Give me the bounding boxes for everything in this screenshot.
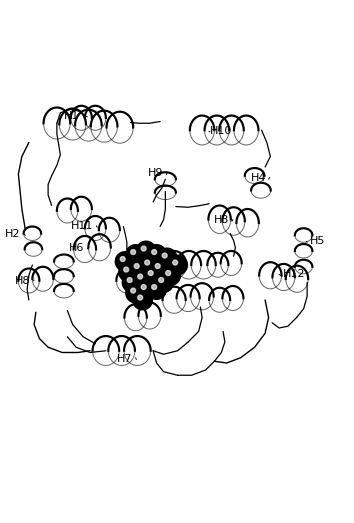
Circle shape: [147, 280, 166, 299]
Text: H3: H3: [214, 214, 229, 224]
Circle shape: [140, 255, 159, 275]
Circle shape: [136, 280, 156, 299]
Circle shape: [147, 245, 166, 264]
Circle shape: [131, 288, 136, 293]
Circle shape: [138, 295, 143, 300]
Circle shape: [120, 257, 125, 262]
Circle shape: [126, 283, 145, 303]
Text: H10: H10: [210, 126, 232, 135]
Text: H11: H11: [70, 221, 93, 231]
Text: H4: H4: [251, 173, 266, 183]
Circle shape: [122, 272, 142, 292]
Circle shape: [168, 255, 187, 275]
Circle shape: [141, 285, 146, 290]
Circle shape: [126, 245, 145, 264]
Circle shape: [143, 266, 163, 286]
Circle shape: [161, 266, 181, 286]
Text: H2: H2: [5, 229, 21, 239]
Text: H1: H1: [64, 111, 79, 121]
Circle shape: [155, 264, 160, 268]
Circle shape: [129, 259, 149, 278]
Circle shape: [145, 260, 150, 265]
Text: H8: H8: [15, 276, 30, 286]
Circle shape: [154, 272, 173, 292]
Circle shape: [152, 285, 156, 290]
Circle shape: [166, 270, 171, 276]
Circle shape: [141, 246, 146, 251]
Circle shape: [136, 241, 156, 261]
Circle shape: [152, 249, 156, 255]
Circle shape: [148, 270, 153, 276]
Circle shape: [119, 262, 138, 282]
Circle shape: [115, 252, 135, 271]
Circle shape: [131, 249, 136, 255]
Circle shape: [157, 248, 177, 268]
Circle shape: [124, 267, 129, 272]
Text: H7: H7: [117, 355, 133, 365]
Circle shape: [133, 269, 153, 289]
Circle shape: [138, 274, 143, 279]
Circle shape: [159, 278, 164, 282]
Circle shape: [173, 260, 178, 265]
Text: H9: H9: [148, 168, 164, 178]
Circle shape: [127, 278, 132, 282]
Text: H12: H12: [282, 269, 305, 279]
Circle shape: [134, 264, 139, 268]
Circle shape: [162, 253, 167, 258]
Circle shape: [133, 290, 153, 310]
Text: H5: H5: [310, 236, 325, 246]
Circle shape: [150, 259, 170, 278]
Text: H6: H6: [68, 243, 84, 253]
